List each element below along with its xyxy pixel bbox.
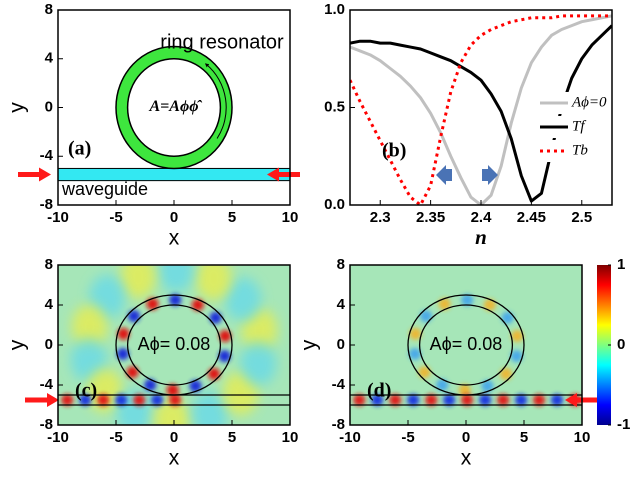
field-blob — [240, 341, 276, 385]
y-tick-label: 0 — [45, 98, 53, 115]
x-tick-label: 2.4 — [471, 209, 493, 226]
field-blob — [425, 394, 437, 406]
field-blob — [515, 394, 527, 406]
x-tick-label: 10 — [282, 429, 299, 446]
waveguide-label: waveguide — [61, 179, 148, 199]
panel-label: (b) — [382, 140, 406, 162]
x-axis-label: x — [169, 447, 180, 470]
x-tick-label: -5 — [109, 209, 122, 226]
x-tick-label: 10 — [574, 429, 591, 446]
y-tick-label: 8 — [337, 256, 345, 273]
field-blob — [511, 330, 523, 342]
panel-label: (a) — [68, 138, 91, 160]
field-blob — [533, 394, 545, 406]
shift-arrow — [436, 165, 452, 185]
field-blob — [443, 394, 455, 406]
y-axis-label: y — [298, 339, 321, 350]
legend-label: Tb — [572, 142, 588, 158]
x-axis-label: x — [169, 227, 180, 250]
formula: A=Aϕϕ̂ — [149, 98, 203, 115]
y-tick-label: 4 — [337, 296, 346, 313]
field-blob — [219, 330, 231, 342]
y-tick-label: -8 — [40, 196, 53, 213]
arrow-head — [39, 168, 51, 182]
field-blob — [461, 394, 473, 406]
colorbar-tick-label: 1 — [617, 256, 625, 273]
x-axis-label: x — [461, 447, 472, 470]
arrow-head — [47, 393, 59, 407]
y-tick-label: 4 — [45, 50, 54, 67]
field-blob — [407, 394, 419, 406]
field-blob — [196, 256, 232, 300]
x-tick-label: -5 — [401, 429, 414, 446]
field-blob — [133, 394, 145, 406]
field-blob — [409, 348, 421, 360]
x-tick-label: 2.5 — [571, 209, 592, 226]
y-tick-label: 0.0 — [324, 196, 345, 213]
x-tick-label: 0 — [170, 209, 178, 226]
y-tick-label: -8 — [40, 416, 53, 433]
x-tick-label: -5 — [109, 429, 122, 446]
y-tick-label: -8 — [332, 416, 345, 433]
x-tick-label: 5 — [228, 429, 236, 446]
field-blob — [115, 394, 127, 406]
field-blob — [479, 394, 491, 406]
colorbar-tick-label: 0 — [617, 336, 625, 353]
colorbar-tick-label: -1 — [617, 416, 630, 433]
field-blob — [61, 394, 73, 406]
field-blob — [497, 394, 509, 406]
y-tick-label: -4 — [332, 376, 346, 393]
y-tick-label: 4 — [45, 296, 54, 313]
x-tick-label: 0 — [462, 429, 470, 446]
field-blob — [117, 348, 129, 360]
x-tick-label: 2.35 — [416, 209, 445, 226]
annotation: Aϕ= 0.08 — [430, 334, 503, 354]
x-tick-label: 5 — [520, 429, 528, 446]
y-tick-label: 0 — [45, 336, 53, 353]
figure: ring resonatorwaveguideA=Aϕϕ̂-10-50510-8… — [0, 0, 641, 489]
ring-label: ring resonator — [160, 31, 284, 53]
field-blob — [120, 255, 156, 299]
field-blob — [158, 248, 194, 292]
annotation: Aϕ= 0.08 — [138, 334, 211, 354]
x-axis-label: n — [475, 225, 487, 249]
y-tick-label: 0 — [337, 336, 345, 353]
field-blob — [551, 394, 563, 406]
y-tick-label: 8 — [45, 256, 53, 273]
x-tick-label: 0 — [170, 429, 178, 446]
y-axis-label: y — [6, 339, 29, 350]
panel-label: (c) — [75, 380, 97, 402]
x-tick-label: 2.45 — [517, 209, 546, 226]
field-blob — [353, 394, 365, 406]
y-tick-label: -4 — [40, 376, 54, 393]
y-axis-label: y — [6, 102, 29, 113]
y-tick-label: 0.5 — [324, 98, 345, 115]
y-tick-label: 1.0 — [324, 1, 345, 18]
field-blob — [169, 394, 181, 406]
x-tick-label: 5 — [228, 209, 236, 226]
legend-label: Aϕ=0 — [571, 94, 607, 110]
field-blob — [151, 394, 163, 406]
panel-label: (d) — [367, 380, 391, 402]
y-tick-label: 8 — [45, 1, 53, 18]
field-blob — [97, 394, 109, 406]
x-tick-label: 10 — [282, 209, 299, 226]
legend-label: Tf — [572, 118, 586, 134]
x-tick-label: 2.3 — [370, 209, 391, 226]
y-tick-label: -4 — [40, 147, 54, 164]
field-blob — [192, 391, 228, 435]
